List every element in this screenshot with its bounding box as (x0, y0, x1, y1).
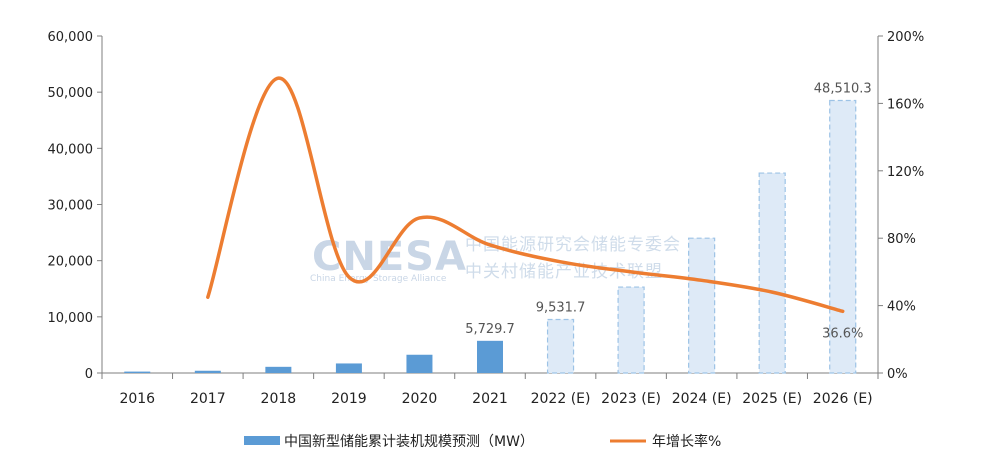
data-label: 9,531.7 (536, 300, 586, 315)
legend-label-line: 年增长率% (652, 433, 721, 450)
x-tick-label: 2026 (E) (813, 391, 873, 407)
y-right-tick-label: 80% (887, 232, 916, 247)
data-labels: 5,729.7 9,531.7 48,510.3 36.6% (465, 82, 871, 342)
y-left-tick-label: 0 (85, 367, 93, 382)
data-label: 5,729.7 (465, 322, 515, 337)
y-right-tick-label: 40% (887, 300, 916, 315)
legend: 中国新型储能累计装机规模预测（MW） 年增长率% (244, 433, 721, 450)
y-left-tick-label: 40,000 (48, 142, 94, 157)
bar-2017 (194, 370, 221, 373)
y-right-tick-label: 120% (887, 165, 924, 180)
legend-swatch-bars (244, 436, 280, 445)
x-tick-label: 2023 (E) (601, 391, 661, 407)
bar-2021 (477, 340, 503, 373)
x-tick-label: 2020 (402, 391, 438, 407)
bar-series (124, 99, 857, 374)
y-left-tick-label: 30,000 (48, 199, 94, 214)
y-left-tick-label: 50,000 (48, 86, 94, 101)
bar-2026-E (829, 99, 857, 374)
data-label: 36.6% (822, 326, 863, 341)
y-right-tick-label: 0% (887, 367, 908, 382)
y-right-tick-label: 160% (887, 97, 924, 112)
watermark-line1: 中国能源研究会储能专委会 (465, 235, 681, 255)
bar-2025-E (758, 172, 786, 374)
data-label: 48,510.3 (814, 82, 872, 97)
y-left-tick-label: 20,000 (48, 255, 94, 270)
x-tick-label: 2021 (472, 391, 508, 407)
watermark: CNESA China Energy Storage Alliance 中国能源… (310, 234, 681, 284)
bar-2024-E (688, 237, 716, 374)
x-tick-label: 2024 (E) (672, 391, 732, 407)
axes: 0 10,000 20,000 30,000 40,000 50,000 60,000 0% 4… (48, 30, 925, 407)
bar-2019 (335, 363, 362, 373)
legend-label-bars: 中国新型储能累计装机规模预测（MW） (284, 434, 534, 450)
bar-2022-E (546, 318, 575, 374)
y-left-tick-label: 60,000 (48, 30, 94, 45)
x-tick-label: 2025 (E) (742, 391, 802, 407)
x-tick-label: 2017 (190, 391, 226, 407)
x-tick-label: 2019 (331, 391, 367, 407)
x-tick-label: 2018 (261, 391, 297, 407)
watermark-subtitle: China Energy Storage Alliance (310, 274, 447, 284)
x-tick-label: 2016 (119, 391, 155, 407)
watermark-line2: 中关村储能产业技术联盟 (465, 262, 663, 282)
bar-2018 (265, 366, 292, 373)
bar-2020 (406, 354, 433, 373)
bar-2023-E (617, 286, 645, 374)
bar-2016 (124, 371, 151, 373)
growth-rate-line (206, 76, 845, 314)
y-left-tick-label: 10,000 (48, 311, 94, 326)
x-tick-label: 2022 (E) (531, 391, 591, 407)
line-series (206, 76, 845, 314)
y-right-tick-label: 200% (887, 30, 924, 45)
